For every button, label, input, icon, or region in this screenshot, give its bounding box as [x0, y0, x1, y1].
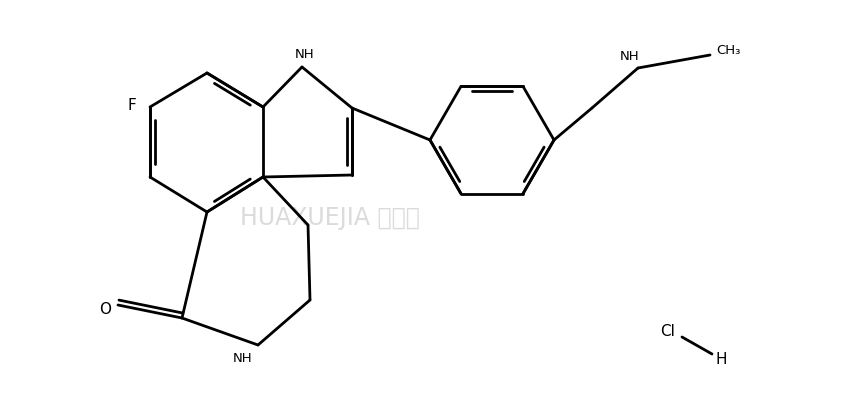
Text: NH: NH [620, 49, 640, 63]
Text: O: O [99, 303, 111, 317]
Text: F: F [128, 97, 136, 112]
Text: H: H [715, 351, 727, 366]
Text: Cl: Cl [660, 324, 676, 339]
Text: NH: NH [295, 47, 314, 61]
Text: CH₃: CH₃ [716, 45, 740, 58]
Text: HUAXUEJIA 化学加: HUAXUEJIA 化学加 [240, 206, 420, 230]
Text: NH: NH [233, 351, 253, 364]
